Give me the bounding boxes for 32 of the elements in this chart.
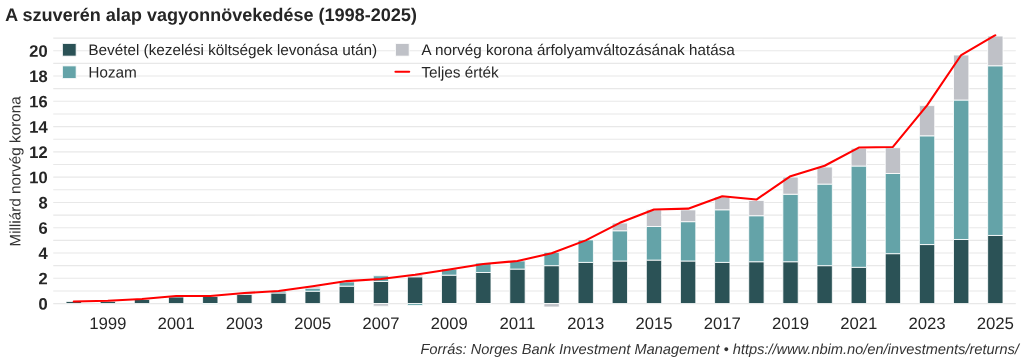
y-tick-label: 8 — [38, 196, 48, 209]
x-tick-label: 2011 — [500, 317, 535, 330]
y-tick-label: 14 — [30, 121, 48, 133]
y-tick-label: 0 — [39, 298, 48, 310]
y-tick-label: 6 — [39, 222, 48, 234]
legend-label: Bevétel (kezelési költségek levonása után) — [89, 43, 377, 59]
y-tick-label: 16 — [30, 95, 48, 108]
y-tick-label: 4 — [38, 247, 48, 260]
legend-label: Hozam — [89, 66, 136, 78]
chart-title: A szuverén alap vagyonnövekedése (1998-2025) — [5, 7, 417, 25]
x-tick-label: 2003 — [226, 317, 263, 330]
x-tick-label: 2021 — [841, 317, 877, 330]
x-tick-label: 2017 — [704, 317, 740, 330]
x-tick-label: 2019 — [772, 317, 809, 330]
legend-label: A norvég korona árfolyamváltozásának hatása — [421, 43, 735, 59]
x-tick-label: 1999 — [90, 317, 126, 330]
y-tick-label: 12 — [30, 146, 48, 158]
x-tick-label: 2005 — [294, 317, 331, 330]
x-tick-label: 2007 — [363, 317, 399, 330]
y-tick-label: 2 — [39, 272, 48, 285]
x-tick-label: 2009 — [431, 317, 467, 330]
x-tick-label: 2015 — [636, 317, 672, 330]
y-tick-label: 20 — [29, 45, 48, 57]
x-tick-label: 2025 — [977, 317, 1014, 330]
y-axis-title: Milliárd norvég korona — [9, 96, 24, 246]
y-tick-label: 10 — [30, 171, 48, 184]
x-tick-label: 2023 — [909, 317, 945, 330]
text: Forrás: Norges Bank Investment Management • https://www.nbim.no/en/investments/returns/ — [420, 343, 1021, 358]
legend-label: Teljes érték — [421, 66, 499, 81]
y-tick-label: 18 — [30, 70, 48, 83]
x-tick-label: 2001 — [158, 317, 194, 330]
x-tick-label: 2013 — [568, 317, 604, 330]
